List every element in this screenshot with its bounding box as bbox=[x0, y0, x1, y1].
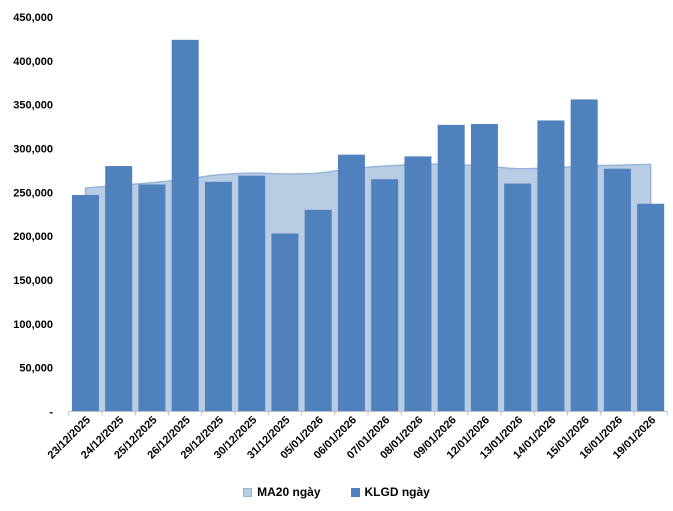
klgd-bar bbox=[437, 124, 465, 412]
klgd-bar bbox=[105, 166, 133, 412]
y-axis-tick-label: 50,000 bbox=[19, 363, 53, 375]
klgd-bar bbox=[470, 123, 498, 412]
klgd-bar bbox=[304, 209, 332, 412]
klgd-bar bbox=[71, 194, 99, 412]
klgd-bar bbox=[570, 99, 598, 412]
chart-legend: MA20 ngày KLGD ngày bbox=[0, 482, 673, 502]
klgd-bar bbox=[138, 184, 166, 412]
klgd-bar bbox=[238, 175, 266, 412]
klgd-swatch-icon bbox=[350, 487, 360, 497]
y-axis-tick-label: 350,000 bbox=[13, 100, 53, 112]
klgd-bar bbox=[204, 181, 232, 412]
klgd-bar bbox=[537, 120, 565, 412]
legend-item-ma20: MA20 ngày bbox=[243, 485, 321, 499]
volume-chart: 450,000 400,000 350,000 300,000 250,000 200,0… bbox=[13, 12, 668, 462]
y-axis-tick-label: 250,000 bbox=[13, 187, 53, 199]
y-axis-tick-label: - bbox=[49, 407, 53, 419]
y-axis-tick-label: 450,000 bbox=[13, 12, 53, 24]
klgd-bar bbox=[637, 203, 665, 412]
klgd-bar bbox=[371, 179, 399, 412]
klgd-bar bbox=[603, 168, 631, 412]
y-axis-tick-label: 200,000 bbox=[13, 231, 53, 243]
klgd-bar bbox=[337, 154, 365, 412]
klgd-bar bbox=[504, 183, 532, 412]
legend-label-klgd: KLGD ngày bbox=[364, 485, 430, 499]
klgd-bar bbox=[271, 233, 299, 412]
y-axis-tick-label: 100,000 bbox=[13, 319, 53, 331]
ma20-swatch-icon bbox=[243, 487, 253, 497]
klgd-bar bbox=[171, 39, 199, 412]
legend-label-ma20: MA20 ngày bbox=[257, 485, 321, 499]
ma20-area bbox=[85, 164, 651, 412]
klgd-bar bbox=[404, 156, 432, 412]
y-axis-tick-label: 150,000 bbox=[13, 275, 53, 287]
chart-canvas: 450,000 400,000 350,000 300,000 250,000 200,0… bbox=[13, 12, 668, 462]
y-axis-tick-label: 300,000 bbox=[13, 144, 53, 156]
legend-item-klgd: KLGD ngày bbox=[350, 485, 430, 499]
y-axis-tick-label: 400,000 bbox=[13, 56, 53, 68]
